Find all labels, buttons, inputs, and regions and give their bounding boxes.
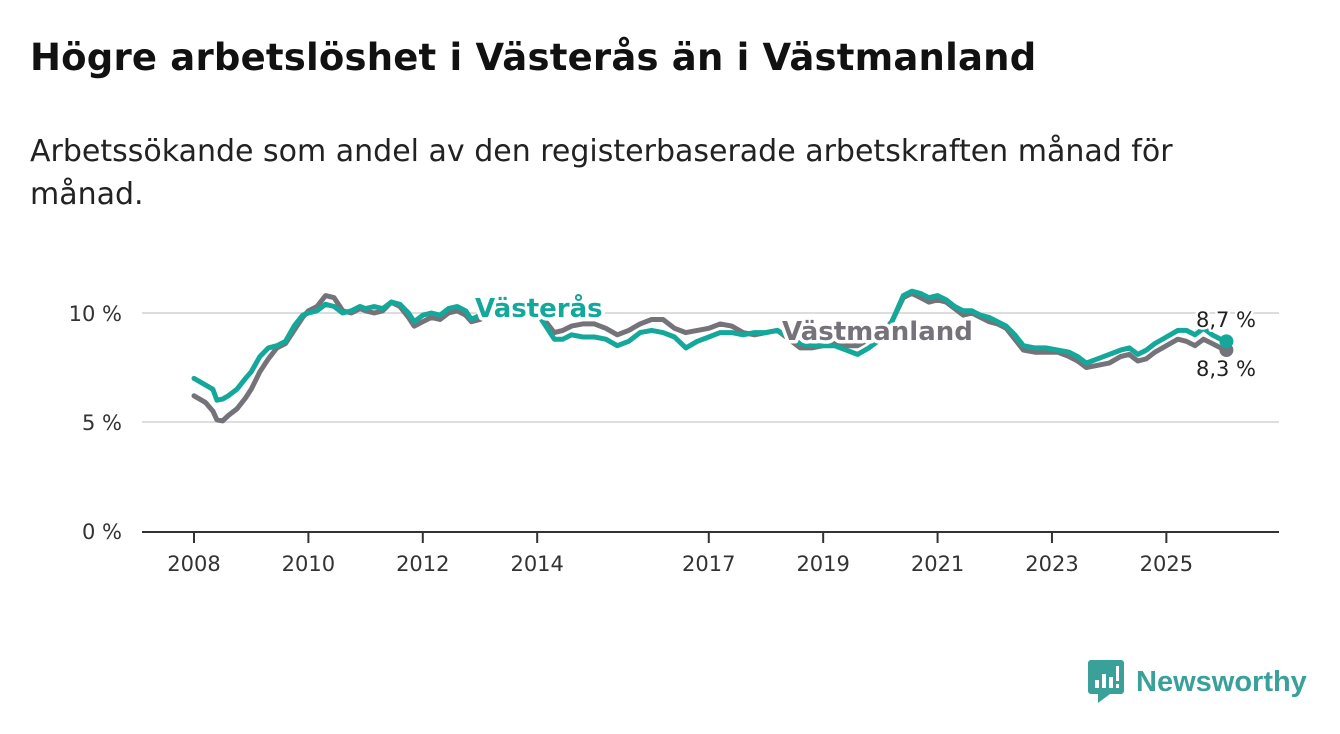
chart-subtitle: Arbetssökande som andel av den registerb…	[30, 134, 1173, 212]
x-tick-label: 2019	[796, 552, 849, 576]
newsworthy-logo: Newsworthy	[1088, 660, 1307, 704]
y-tick-label: 10 %	[69, 302, 122, 326]
x-axis-ticks: 2008 2010 2012 2014 2017 2019 2021 2023 2025	[167, 532, 1193, 576]
x-tick-label: 2012	[396, 552, 449, 576]
series-lines	[191, 288, 1234, 424]
series-label-vasteras: Västerås	[475, 292, 603, 324]
series-labels: Västerås Västmanland 8,7 % 8,3 %	[472, 289, 1259, 384]
x-tick-label: 2023	[1025, 552, 1078, 576]
series-end-point	[1219, 334, 1234, 349]
x-tick-label: 2008	[167, 552, 220, 576]
series-label-vastmanland: Västmanland	[782, 317, 973, 347]
x-tick-label: 2021	[911, 552, 964, 576]
y-tick-label: 0 %	[82, 520, 122, 544]
end-value-vasteras: 8,7 %	[1196, 308, 1256, 332]
grid-lines	[142, 312, 1279, 423]
chart-title: Högre arbetslöshet i Västerås än i Västm…	[30, 36, 1037, 79]
x-tick-label: 2025	[1140, 552, 1193, 576]
brand-name: Newsworthy	[1136, 665, 1307, 698]
series-line-vsters	[191, 288, 1229, 403]
y-tick-label: 5 %	[82, 411, 122, 435]
end-value-vastmanland: 8,3 %	[1196, 357, 1256, 381]
x-tick-label: 2014	[510, 552, 563, 576]
y-axis-ticks: 0 % 5 % 10 %	[69, 302, 122, 544]
x-tick-label: 2017	[682, 552, 735, 576]
newsworthy-logo-icon	[1088, 660, 1124, 703]
x-tick-label: 2010	[282, 552, 335, 576]
